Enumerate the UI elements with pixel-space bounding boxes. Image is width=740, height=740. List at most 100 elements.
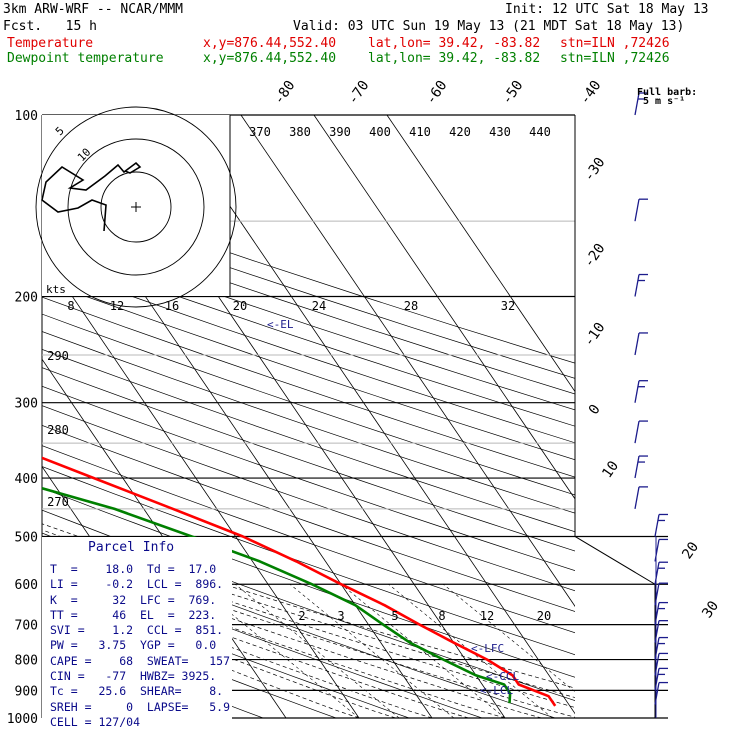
parcel-info-row: CAPE = 68 SWEAT= 157 [50, 653, 231, 668]
wind-barb-staff [634, 486, 640, 510]
hodograph-ring [100, 171, 172, 243]
dry-adiabat [42, 466, 575, 656]
wind-barb-staff [634, 92, 640, 116]
isotherm-labels: -80 -70 -60 -50 -40 -30 -20 -10 0 10 20 30 [271, 78, 722, 621]
pressure-tick-label: 100 [15, 109, 38, 124]
isotherm-line [42, 251, 360, 718]
hodograph-speed-label: 32 [501, 299, 515, 313]
wind-barb-staff [634, 274, 640, 297]
dry-adiabat [42, 405, 575, 592]
hodograph-ring [67, 138, 205, 276]
temperature-legend: Temperature [7, 36, 94, 51]
theta-label: 290 [47, 349, 69, 363]
wind-barb-staff [634, 199, 640, 222]
parcel-info-panel: Parcel Info T = 18.0 Td = 17.0 LI = -0.2 … [42, 537, 232, 730]
pressure-axis: 100 200 300 400 500 600 700 800 900 1000 [7, 109, 38, 727]
theta-e-label: 420 [449, 125, 471, 139]
parcel-info-row: Tc = 25.6 SHEAR= 8. [50, 684, 224, 699]
level-markers: <-EL <-LFC <-CCL<-LCL [267, 318, 519, 697]
hodograph-speed-label: 8 [67, 299, 74, 313]
temperature-profile [42, 456, 557, 707]
hodograph-trace [41, 161, 142, 232]
isotherm-label: -70 [345, 78, 373, 108]
isotherm-line [240, 115, 575, 607]
forecast-hour: Fcst. 15 h [3, 19, 97, 34]
theta-e-label: 430 [489, 125, 511, 139]
dewpoint-legend: Dewpoint temperature [7, 51, 164, 66]
pressure-tick-label: 400 [15, 472, 38, 487]
isotherm-label: -80 [271, 78, 299, 108]
mixing-ratio-line [340, 583, 506, 718]
parcel-info-title: Parcel Info [88, 540, 175, 555]
isotherm-label: 10 [599, 458, 622, 481]
wind-barb-staff [634, 420, 640, 444]
dewpoint-latlon: lat,lon= 39.42, -83.82 [368, 51, 541, 66]
wind-barbs [634, 92, 668, 718]
parcel-info-rows: T = 18.0 Td = 17.0 LI = -0.2 LCL = 896. K … [50, 562, 230, 730]
extra-labels: 370 380 390 400 410 420 430 440 290 280 270 2 3 5 8 12 2… [47, 125, 551, 623]
dewpoint-xy: x,y=876.44,552.40 [203, 51, 337, 66]
wind-barb-staff [634, 455, 640, 479]
pressure-tick-label: 500 [15, 530, 38, 545]
parcel-info-row: SVI = 1.2 CCL = 851. [50, 623, 224, 638]
parcel-info-row: T = 18.0 Td = 17.0 [50, 562, 217, 576]
isotherm-label: -50 [499, 78, 527, 108]
isotherm-label: -10 [581, 320, 609, 350]
isotherm-line [313, 115, 575, 500]
theta-e-label: 380 [289, 125, 311, 139]
hodograph-speed-label: 16 [165, 299, 179, 313]
frame-right-edge [574, 115, 656, 718]
dewpoint-station: stn=ILN ,72426 [560, 51, 670, 66]
profiles [42, 456, 557, 707]
mixing-ratio-label: 20 [537, 609, 551, 623]
pressure-tick-label: 200 [15, 291, 38, 306]
parcel-info-row: SREH = 0 LAPSE= 5.9 [50, 699, 231, 714]
wind-barb-staff [634, 332, 640, 356]
mixing-ratio-label: 8 [438, 609, 445, 623]
theta-e-label: 440 [529, 125, 551, 139]
pressure-tick-label: 1000 [7, 712, 38, 727]
wind-barb-staff [654, 514, 660, 537]
level-marker-label: <-LFC [471, 642, 504, 655]
hodograph-speed-label: 12 [110, 299, 124, 313]
isotherm-label: 30 [699, 598, 722, 621]
hodograph-speed-label: 28 [404, 299, 418, 313]
hodograph-speed-label: 20 [233, 299, 247, 313]
parcel-info-row: LI = -0.2 LCL = 896. [50, 577, 224, 592]
dry-adiabat [42, 385, 575, 571]
theta-e-label: 370 [249, 125, 271, 139]
theta-label: 280 [47, 423, 69, 437]
dry-adiabat [42, 487, 575, 678]
isotherm-label: -30 [581, 155, 609, 185]
moist-adiabat [42, 549, 542, 718]
parcel-info-row: K = 32 LFC = 769. [50, 592, 217, 607]
mixing-ratio-label: 2 [298, 609, 305, 623]
moist-adiabat [42, 565, 469, 718]
level-marker-label: <-LCL [480, 684, 513, 697]
valid-time: Valid: 03 UTC Sun 19 May 13 (21 MDT Sat … [293, 19, 685, 34]
isotherm-label: 0 [586, 402, 604, 418]
mixing-ratio-line [234, 583, 400, 718]
isotherm-label: -40 [577, 78, 605, 108]
isotherm-label: 20 [679, 539, 702, 562]
isotherm-label: -60 [423, 78, 451, 108]
wind-barb-staff [634, 380, 640, 403]
theta-e-label: 390 [329, 125, 351, 139]
barb-legend-units: 5 m s⁻¹ [643, 96, 686, 107]
isotherm-label: -20 [581, 241, 609, 271]
temperature-station: stn=ILN ,72426 [560, 36, 670, 51]
mixing-ratio-label: 3 [337, 609, 344, 623]
pressure-tick-label: 900 [15, 684, 38, 699]
dry-adiabat [42, 424, 575, 612]
mixing-ratio-label: 5 [391, 609, 398, 623]
theta-e-label: 400 [369, 125, 391, 139]
parcel-info-row: CIN = -77 HWBZ= 3925. [50, 669, 217, 684]
dry-adiabat [42, 580, 410, 718]
moist-adiabat [42, 582, 396, 718]
pressure-tick-label: 300 [15, 397, 38, 412]
mixing-ratio-label: 12 [480, 609, 494, 623]
hodograph-units-label: kts [46, 283, 66, 296]
mixing-ratio-line [443, 583, 575, 693]
